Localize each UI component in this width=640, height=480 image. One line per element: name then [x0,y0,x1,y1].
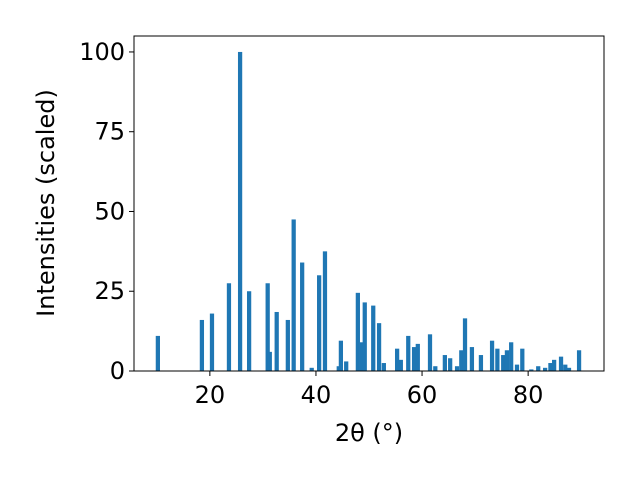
bar [309,367,314,371]
y-tick-label: 0 [110,357,125,385]
bar [448,358,453,371]
x-tick-label: 40 [301,381,332,409]
bar [529,369,534,371]
bar [199,319,205,371]
y-tick-label: 50 [94,197,125,225]
x-tick-label: 20 [195,381,226,409]
bar [359,342,365,371]
bar [237,51,243,371]
bar [411,347,417,371]
bar [406,335,411,371]
bar [362,302,367,371]
bar [509,342,514,371]
bar [489,340,495,371]
bar [415,343,420,371]
bar [462,318,468,371]
x-axis-label: 2θ (°) [335,419,403,447]
bar [520,348,525,371]
bar [433,366,438,371]
bar [454,366,460,371]
bar [501,355,506,371]
y-axis-label: Intensities (scaled) [32,89,60,317]
bar [381,363,386,371]
bar [558,356,564,371]
bar [285,319,290,371]
x-tick-label: 80 [513,381,544,409]
bar [246,291,252,371]
y-tick-label: 75 [94,118,125,146]
y-tick-label: 100 [79,38,125,66]
plot-frame [133,35,605,372]
bar [478,355,484,371]
bar [394,348,400,371]
bar [355,292,360,371]
x-tick-label: 60 [407,381,438,409]
bar [371,305,376,371]
bar [576,350,582,371]
bar [566,367,572,371]
y-tick-label: 25 [94,277,125,305]
bar [317,275,322,371]
bar [291,219,296,371]
bar [552,359,557,371]
bar [267,351,272,371]
bar [300,262,305,371]
bar [427,334,433,371]
bar [469,347,475,371]
bar [514,364,520,371]
bar [548,363,553,371]
bar [155,335,160,371]
bar [209,313,215,371]
bar [265,283,270,371]
bar [344,361,349,371]
bar [338,340,344,371]
bar [442,355,447,371]
bar [542,367,548,371]
bar [376,323,382,371]
bar [274,311,279,371]
bar [398,359,403,371]
bar [563,364,568,371]
bar [536,366,541,371]
bar [495,348,500,371]
bar [322,251,328,371]
bar [459,350,464,371]
bar [504,350,510,371]
bar [226,283,232,371]
